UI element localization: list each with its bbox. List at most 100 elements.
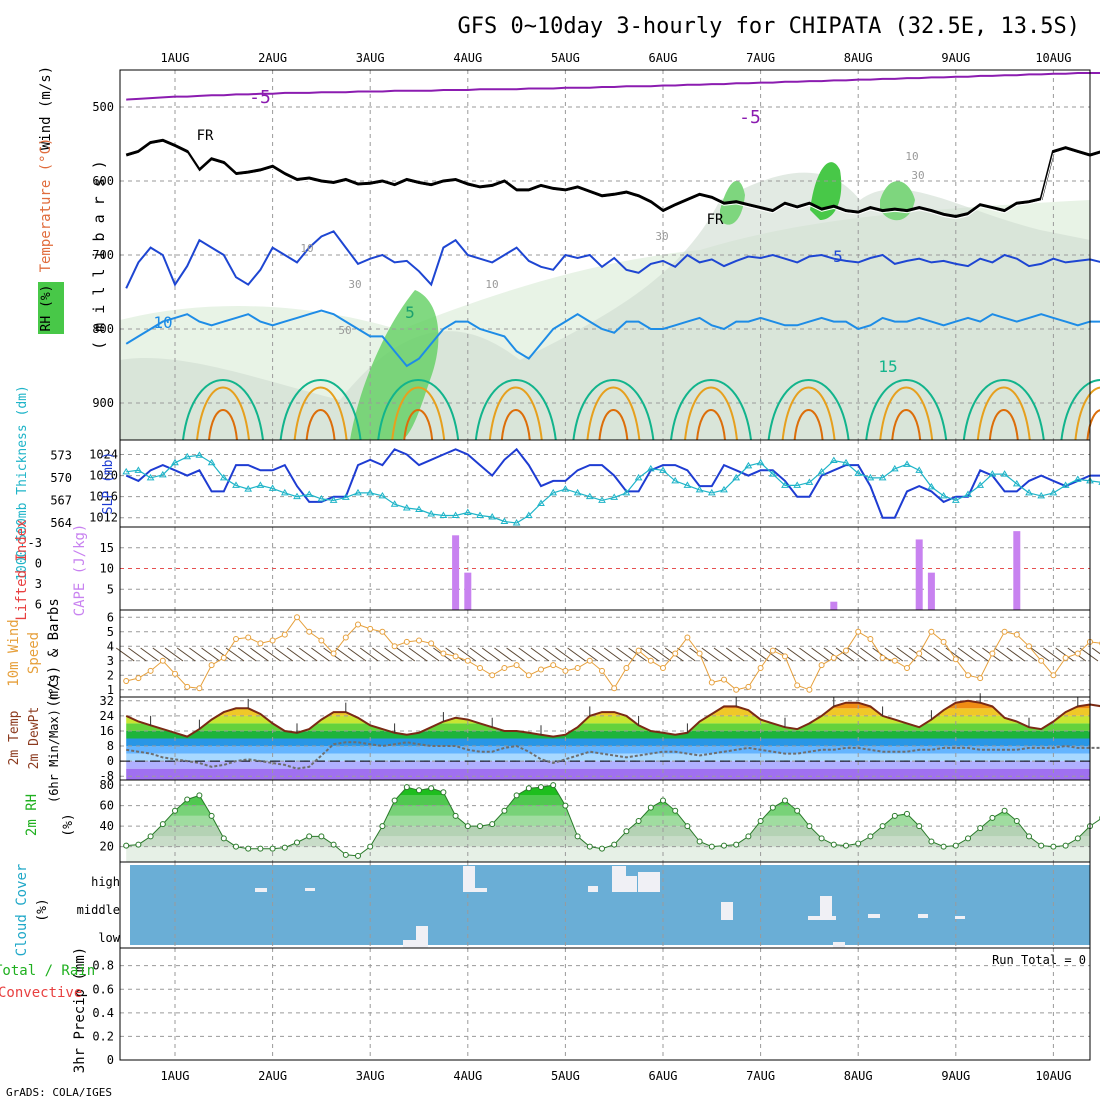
wind-speed-point bbox=[587, 658, 592, 663]
wind-speed-point bbox=[356, 622, 361, 627]
wind-speed-point bbox=[978, 676, 983, 681]
wind-speed-point bbox=[636, 648, 641, 653]
rh-point bbox=[978, 826, 983, 831]
rh-point bbox=[551, 783, 556, 788]
rh-point bbox=[380, 824, 385, 829]
contour-label: 5 bbox=[833, 247, 843, 266]
wind-speed-point bbox=[1027, 644, 1032, 649]
rh-point bbox=[441, 790, 446, 795]
rh-point bbox=[868, 834, 873, 839]
rh-tick-label: 20 bbox=[100, 840, 114, 854]
panel-frame-precip bbox=[120, 948, 1090, 1060]
cloud-unit-label: (%) bbox=[35, 898, 50, 921]
temp-color-band bbox=[120, 754, 1090, 762]
rh-color-band bbox=[120, 826, 1090, 836]
rh2m-unit-label: (%) bbox=[61, 813, 76, 836]
thickness-tick-label: 573 bbox=[50, 448, 72, 462]
wind-speed-point bbox=[1075, 651, 1080, 656]
x-tick-label-top: 9AUG bbox=[941, 51, 970, 65]
rh-point bbox=[966, 836, 971, 841]
wind-speed-point bbox=[502, 666, 507, 671]
cloud-block bbox=[625, 876, 637, 892]
precip-total-rain-label: Total / Rain bbox=[0, 963, 95, 979]
wind-speed-point bbox=[770, 648, 775, 653]
wind-speed-point bbox=[319, 638, 324, 643]
cloud-block bbox=[588, 886, 598, 892]
panel-frame-slp bbox=[120, 440, 1090, 527]
wind-speed-point bbox=[563, 668, 568, 673]
pressure-tick-label: 900 bbox=[92, 396, 114, 410]
wind-speed-point bbox=[917, 651, 922, 656]
contour-label: 30 bbox=[911, 169, 924, 182]
wind-speed-point bbox=[966, 673, 971, 678]
wind-speed-point bbox=[624, 666, 629, 671]
x-tick-label-top: 10AUG bbox=[1035, 51, 1071, 65]
contour-label: 10 bbox=[905, 150, 918, 163]
rh-point bbox=[685, 824, 690, 829]
wind-speed-point bbox=[148, 668, 153, 673]
contour-label: 30 bbox=[655, 230, 668, 243]
rh-point bbox=[819, 836, 824, 841]
cloud-level-label: middle bbox=[77, 903, 120, 917]
cloud-block bbox=[868, 914, 880, 918]
temp-tick-label: 0 bbox=[107, 754, 114, 768]
wind-speed-point bbox=[807, 687, 812, 692]
temp-tick-label: 8 bbox=[107, 739, 114, 753]
rh-point bbox=[539, 785, 544, 790]
rh-point bbox=[746, 834, 751, 839]
cape-tick-label: 15 bbox=[100, 541, 114, 555]
contour-label: 5 bbox=[405, 303, 415, 322]
wind-speed-point bbox=[490, 673, 495, 678]
rh-point bbox=[148, 834, 153, 839]
rh-point bbox=[783, 798, 788, 803]
rh-point bbox=[673, 808, 678, 813]
rh-color-band bbox=[120, 780, 1090, 795]
wind-speed-point bbox=[575, 666, 580, 671]
rh-point bbox=[661, 798, 666, 803]
wind-speed-point bbox=[856, 629, 861, 634]
rh-point bbox=[246, 846, 251, 851]
x-tick-label-bottom: 8AUG bbox=[844, 1069, 873, 1083]
rh-point bbox=[526, 786, 531, 791]
thickness-tick-label: 570 bbox=[50, 471, 72, 485]
rh-point bbox=[356, 853, 361, 858]
wind-speed-point bbox=[136, 676, 141, 681]
cloud-block bbox=[463, 866, 475, 892]
rh-point bbox=[917, 824, 922, 829]
rh-point bbox=[636, 819, 641, 824]
rh-point bbox=[612, 842, 617, 847]
slp-axis-label: SLP (mb) bbox=[101, 452, 116, 515]
wind-speed-point bbox=[221, 655, 226, 660]
rh2m-axis-label: 2m RH bbox=[24, 794, 40, 836]
cloud-block bbox=[255, 888, 267, 892]
contour-label: FR bbox=[197, 128, 214, 144]
wind-speed-point bbox=[612, 686, 617, 691]
rh-point bbox=[795, 808, 800, 813]
temp-axis-label: 2m Temp bbox=[7, 710, 22, 765]
wind-speed-point bbox=[417, 638, 422, 643]
contour-label: -5 bbox=[739, 107, 761, 128]
cape-bar bbox=[452, 535, 459, 610]
rh-point bbox=[648, 805, 653, 810]
rh-color-band bbox=[120, 816, 1090, 826]
x-tick-label-bottom: 2AUG bbox=[258, 1069, 287, 1083]
contour-label: 15 bbox=[878, 357, 897, 376]
contour-label: 30 bbox=[348, 278, 361, 291]
rh-point bbox=[514, 793, 519, 798]
pressure-tick-label: 500 bbox=[92, 100, 114, 114]
wind-speed-point bbox=[258, 641, 263, 646]
rh-point bbox=[197, 793, 202, 798]
x-tick-label-top: 1AUG bbox=[161, 51, 190, 65]
run-total-label: Run Total = 0 bbox=[992, 953, 1086, 967]
credit-text: GrADS: COLA/IGES bbox=[6, 1086, 112, 1099]
contour-label: 50 bbox=[338, 324, 351, 337]
wind-speed-point bbox=[282, 632, 287, 637]
x-tick-label-bottom: 4AUG bbox=[453, 1069, 482, 1083]
rh-point bbox=[258, 846, 263, 851]
wind-speed-point bbox=[831, 655, 836, 660]
wind-speed-point bbox=[160, 658, 165, 663]
wind-speed-point bbox=[661, 666, 666, 671]
rh-point bbox=[185, 797, 190, 802]
